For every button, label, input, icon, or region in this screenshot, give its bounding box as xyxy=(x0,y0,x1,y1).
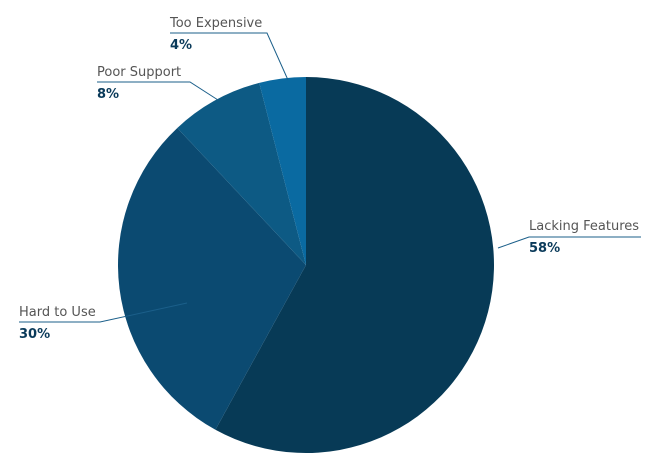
slice-value-poor-support: 8% xyxy=(97,87,119,102)
pie-slice-hard-to-use xyxy=(118,127,306,430)
slice-value-lacking-features: 58% xyxy=(529,241,560,256)
leader-line-lacking-features xyxy=(497,236,641,249)
leader-line-hard-to-use xyxy=(19,302,188,323)
slice-labels: Lacking Features 58% Hard to Use 30% Poor Su… xyxy=(19,16,639,342)
pie-slice-lacking-features xyxy=(215,77,495,453)
leader-line-too-expensive xyxy=(170,32,289,81)
slice-value-too-expensive: 4% xyxy=(170,38,192,53)
leader-lines xyxy=(19,32,641,323)
slice-label-poor-support: Poor Support xyxy=(97,65,181,80)
slice-label-lacking-features: Lacking Features xyxy=(529,219,639,234)
slice-value-hard-to-use: 30% xyxy=(19,327,50,342)
pie-slices xyxy=(118,77,495,453)
pie-slice-too-expensive xyxy=(259,77,306,265)
pie-slice-poor-support xyxy=(177,82,306,265)
leader-line-poor-support xyxy=(97,81,219,101)
slice-label-too-expensive: Too Expensive xyxy=(169,16,262,31)
slice-label-hard-to-use: Hard to Use xyxy=(19,305,96,320)
